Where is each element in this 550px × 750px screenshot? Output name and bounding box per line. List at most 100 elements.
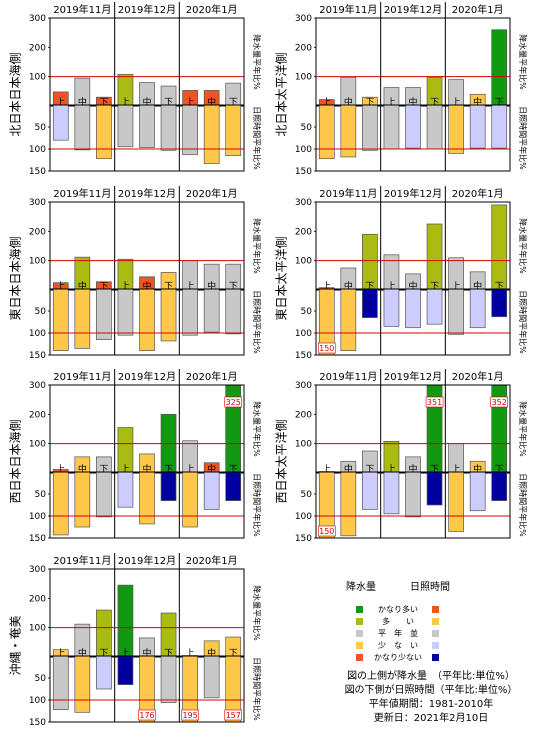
category-label: 中 xyxy=(142,280,151,292)
sun-bar xyxy=(491,104,508,149)
precip-tick-label: 100 xyxy=(29,624,46,634)
sun-bar xyxy=(491,471,508,501)
category-label: 下 xyxy=(164,649,173,659)
legend-sun-swatch xyxy=(432,606,439,613)
category-label: 下 xyxy=(229,282,238,292)
category-label: 下 xyxy=(99,649,108,659)
sun-tick-label: 100 xyxy=(295,329,312,339)
sun-bar xyxy=(74,471,91,528)
category-label: 上 xyxy=(186,281,195,292)
precip-tick-label: 100 xyxy=(29,440,46,450)
category-label: 上 xyxy=(387,97,396,108)
legend-precip-swatch xyxy=(356,606,363,613)
sun-value-label: 176 xyxy=(139,711,154,720)
sun-bar xyxy=(225,288,242,335)
category-label: 上 xyxy=(452,97,461,108)
sun-bar xyxy=(318,104,335,160)
sun-bar xyxy=(160,471,177,501)
sun-tick-label: 150 xyxy=(29,718,46,728)
category-label: 中 xyxy=(142,647,151,659)
category-label: 下 xyxy=(229,465,238,475)
precip-tick-label: 300 xyxy=(29,381,46,391)
region-title: 北日本日本海側 xyxy=(8,52,23,136)
sun-bar xyxy=(96,104,112,160)
sun-tick-label: 100 xyxy=(29,696,46,706)
legend-sun-header: 日照時間 xyxy=(410,582,450,593)
sun-plot-frame xyxy=(49,288,245,356)
sun-value-box xyxy=(224,709,243,721)
legend-sun-swatch xyxy=(432,618,439,625)
sun-bar xyxy=(117,288,134,336)
legend-precip-swatch xyxy=(356,618,363,625)
month-label: 2020年1月 xyxy=(186,3,238,16)
category-label: 中 xyxy=(142,96,151,108)
sun-bar xyxy=(139,104,155,149)
precip-tick-label: 200 xyxy=(29,594,46,604)
sun-tick-label: 150 xyxy=(29,167,46,177)
precip-tick-label: 200 xyxy=(29,227,46,237)
precip-tick-label: 200 xyxy=(295,227,312,237)
category-label: 下 xyxy=(99,98,108,108)
month-label: 2019年11月 xyxy=(53,370,111,383)
category-label: 中 xyxy=(207,280,216,292)
legend-precip-swatch xyxy=(356,630,363,637)
category-label: 下 xyxy=(164,465,173,475)
precip-axis-label: 降水量平年比% xyxy=(252,218,262,274)
legend-sun-swatch xyxy=(432,630,439,637)
sun-bar xyxy=(448,471,464,532)
sun-bar xyxy=(74,104,91,151)
month-label: 2019年11月 xyxy=(319,370,377,383)
sun-value-label: 195 xyxy=(182,711,197,720)
category-label: 上 xyxy=(186,648,195,659)
sun-value-box xyxy=(138,709,156,721)
sun-bar xyxy=(491,288,508,318)
category-label: 上 xyxy=(387,464,396,475)
category-label: 中 xyxy=(408,280,417,292)
sun-plot-frame xyxy=(315,288,511,356)
sun-bar xyxy=(469,288,486,329)
category-label: 下 xyxy=(495,465,504,475)
precip-tick-label: 100 xyxy=(295,257,312,267)
sun-bar xyxy=(52,104,69,141)
month-label: 2019年11月 xyxy=(53,187,111,200)
legend-precip-swatch xyxy=(356,642,363,649)
precip-bar xyxy=(491,29,508,107)
month-label: 2020年1月 xyxy=(186,187,238,200)
sun-tick-label: 150 xyxy=(295,167,312,177)
sun-bar xyxy=(160,104,177,151)
category-label: 下 xyxy=(99,282,108,292)
legend-note: 平年値期間：1981-2010年 xyxy=(368,699,494,710)
sun-axis-label: 日照時間平年比% xyxy=(252,473,262,537)
category-label: 下 xyxy=(365,98,374,108)
sun-bar xyxy=(448,288,464,335)
precip-tick-label: 200 xyxy=(295,43,312,53)
category-label: 中 xyxy=(344,463,353,475)
sun-tick-label: 150 xyxy=(295,534,312,544)
month-label: 2019年12月 xyxy=(118,370,176,383)
precip-tick-label: 200 xyxy=(295,410,312,420)
category-label: 中 xyxy=(473,96,482,108)
sun-axis-label: 日照時間平年比% xyxy=(252,657,262,721)
region-title: 西日本日本海側 xyxy=(8,419,23,503)
sun-axis-label: 日照時間平年比% xyxy=(252,106,262,170)
category-label: 上 xyxy=(387,281,396,292)
precip-tick-label: 300 xyxy=(295,14,312,24)
sun-bar xyxy=(182,104,198,156)
sun-bar xyxy=(405,288,421,329)
region-title: 東日本太平洋側 xyxy=(274,236,289,320)
legend: 降水量 日照時間 かなり多い多 い平 年 並少 な いかなり少ない 図の上側が降… xyxy=(318,578,544,746)
category-label: 上 xyxy=(56,281,65,292)
sun-bar xyxy=(96,288,112,340)
category-label: 中 xyxy=(78,647,87,659)
category-label: 中 xyxy=(78,463,87,475)
category-label: 中 xyxy=(473,280,482,292)
sun-value-box xyxy=(317,525,336,537)
category-label: 中 xyxy=(142,463,151,475)
precip-axis-label: 降水量平年比% xyxy=(518,218,528,274)
precip-axis-label: 降水量平年比% xyxy=(252,401,262,457)
sun-plot-frame xyxy=(49,104,245,172)
